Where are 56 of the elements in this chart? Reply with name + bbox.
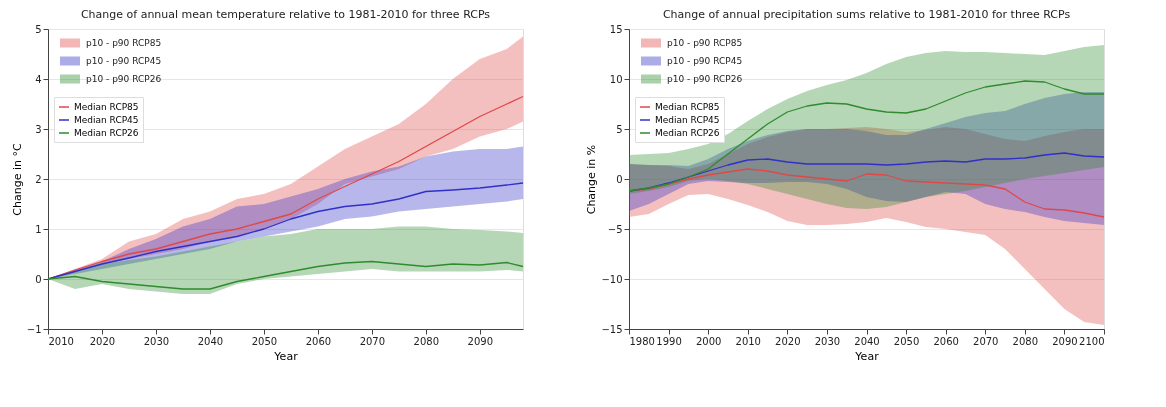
- x-tick-label: 2030: [814, 335, 841, 347]
- line-series: [47, 95, 524, 280]
- y-tick-label: 0: [616, 173, 623, 185]
- x-tick-label: 2040: [197, 335, 224, 347]
- legend-label: Median RCP85: [74, 102, 139, 112]
- annotation: p10 - p90 RCP26: [667, 74, 743, 84]
- x-tick-label: 2010: [48, 335, 74, 347]
- annotation: p10 - p90 RCP85: [667, 38, 743, 48]
- x-tick-label: 2020: [775, 335, 801, 347]
- annotation: p10 - p90 RCP45: [86, 56, 162, 66]
- x-tick-label: 2070: [973, 335, 999, 347]
- legend-label: Median RCP26: [655, 128, 720, 138]
- x-tick-label: 2080: [413, 335, 440, 347]
- y-tick-label: 10: [609, 73, 623, 85]
- x-tick-label: 2090: [1052, 335, 1078, 347]
- x-axis-title: Year: [854, 349, 880, 363]
- y-tick-label: −5: [607, 223, 623, 235]
- y-tick-label: 5: [616, 123, 623, 135]
- x-tick-label: 2060: [933, 335, 959, 347]
- x-tick-label: 2020: [89, 335, 116, 347]
- x-tick-label: 2090: [467, 335, 494, 347]
- x-axis-title: Year: [273, 349, 299, 363]
- y-tick-label: 2: [35, 173, 42, 185]
- legend-label: Median RCP45: [655, 115, 720, 125]
- annotation: p10 - p90 RCP45: [667, 56, 743, 66]
- y-axis-title: Change in %: [585, 144, 599, 215]
- annotation: p10 - p90 RCP26: [86, 74, 162, 84]
- legend-label: Median RCP26: [74, 128, 139, 138]
- x-tick-label: 1980: [629, 335, 655, 347]
- x-tick-label: 2040: [854, 335, 880, 347]
- x-tick-label: 2050: [251, 335, 278, 347]
- legend-label: Median RCP45: [74, 115, 139, 125]
- y-tick-label: 15: [609, 23, 623, 35]
- x-tick-label: 2030: [143, 335, 170, 347]
- y-axis-title: Change in °C: [10, 143, 24, 216]
- y-tick-label: 5: [35, 23, 42, 35]
- x-tick-label: 2080: [1012, 335, 1039, 347]
- x-tick-label: 2070: [359, 335, 386, 347]
- x-tick-label: 2050: [893, 335, 920, 347]
- annotation: p10 - p90 RCP85: [86, 38, 162, 48]
- x-tick-label: 2010: [735, 335, 761, 347]
- x-tick-label: 2060: [305, 335, 332, 347]
- chart-title: Change of annual precipitation sums relative to 1981-2010 for three RCPs: [662, 8, 1071, 21]
- chart-title: Change of annual mean temperature relative to 1981-2010 for three RCPs: [80, 8, 491, 21]
- legend-label: Median RCP85: [655, 102, 720, 112]
- y-tick-label: 3: [35, 123, 42, 135]
- y-tick-label: −15: [601, 323, 623, 335]
- y-tick-label: 1: [35, 223, 42, 235]
- x-tick-label: 1990: [656, 335, 682, 347]
- y-tick-label: 0: [35, 273, 42, 285]
- y-tick-label: 4: [35, 73, 42, 85]
- x-tick-label: 2000: [695, 335, 722, 347]
- x-tick-label: 2100: [1079, 335, 1105, 347]
- y-tick-label: −1: [26, 323, 42, 335]
- y-tick-label: −10: [601, 273, 623, 285]
- line-series: [47, 260, 524, 290]
